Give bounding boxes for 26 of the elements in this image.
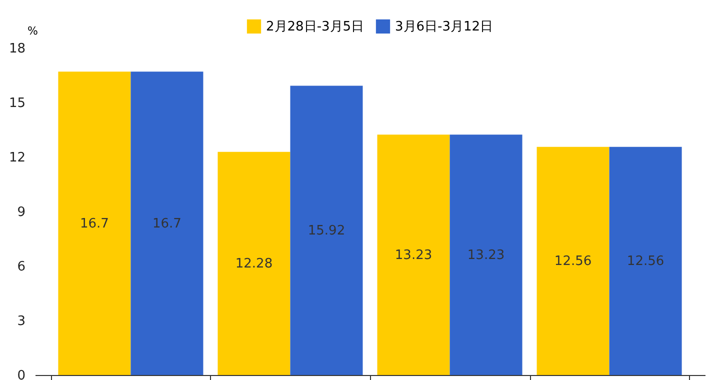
data-label: 12.56: [626, 254, 664, 269]
bar: [218, 152, 290, 375]
bar: [290, 86, 363, 375]
data-label: 13.23: [394, 248, 432, 263]
data-label: 12.56: [554, 254, 592, 269]
legend-label: 3月6日-3月12日: [395, 19, 494, 34]
bar: [377, 134, 450, 375]
data-label: 12.28: [235, 256, 273, 272]
y-tick-label: 6: [17, 260, 26, 274]
y-axis-title: %: [28, 24, 38, 38]
y-tick-label: 9: [17, 205, 26, 220]
bar: [609, 146, 682, 375]
bar: [130, 72, 204, 375]
data-label: 16.7: [152, 216, 182, 232]
legend-label: 2月28日-3月5日: [266, 19, 364, 34]
bar: [536, 146, 610, 375]
bar: [58, 72, 131, 375]
y-tick-label: 15: [8, 96, 26, 111]
y-tick-label: 3: [17, 314, 26, 329]
data-label: 15.92: [308, 223, 346, 238]
y-tick-label: 12: [8, 150, 26, 166]
data-label: 13.23: [467, 248, 505, 263]
y-tick-label: 18: [8, 42, 26, 56]
data-label: 16.7: [80, 216, 109, 232]
y-tick-label: 0: [17, 368, 26, 380]
bar: [450, 134, 522, 375]
